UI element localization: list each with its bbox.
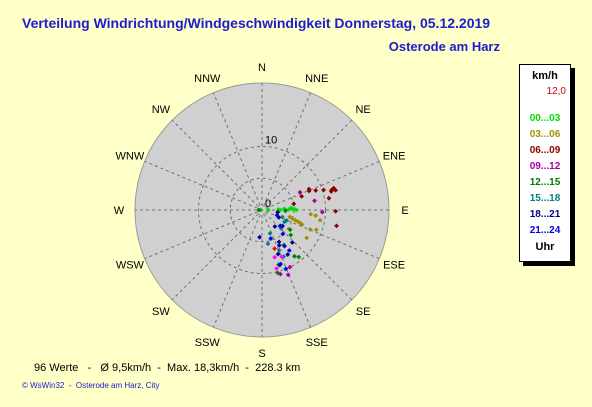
direction-label-ssw: SSW: [195, 337, 221, 349]
legend-unit: km/h: [532, 70, 558, 82]
legend-range-09-12: 09...12: [529, 161, 561, 172]
radial-tick-label: 10: [265, 135, 277, 147]
direction-label-wnw: WNW: [116, 150, 145, 162]
data-point: [282, 243, 287, 249]
legend-range-06-09: 06...09: [529, 145, 561, 156]
grid-ring-1: [198, 146, 326, 274]
data-point: [278, 261, 284, 267]
legend-range-03-06: 03...06: [529, 129, 561, 140]
data-point: [280, 214, 285, 220]
data-point: [284, 218, 289, 223]
direction-label-ene: ENE: [383, 150, 406, 162]
legend-range-21-24: 21...24: [529, 225, 561, 236]
data-point: [287, 214, 293, 220]
data-point: [317, 217, 323, 223]
data-point: [288, 205, 294, 211]
direction-label-se: SE: [356, 306, 371, 318]
data-point: [306, 186, 312, 192]
data-point: [333, 187, 339, 193]
direction-label-n: N: [258, 62, 266, 74]
data-point: [267, 231, 273, 236]
radial-tick-label: 0: [265, 198, 271, 210]
data-point: [276, 215, 282, 220]
data-point: [291, 201, 297, 207]
chart-title: Verteilung Windrichtung/Windgeschwindigk…: [22, 15, 491, 31]
data-point: [257, 234, 263, 240]
data-point: [326, 195, 332, 201]
data-point: [287, 264, 293, 270]
data-point: [276, 247, 282, 253]
legend-time-label: Uhr: [535, 241, 555, 253]
direction-label-wsw: WSW: [116, 260, 145, 272]
data-point: [313, 213, 319, 219]
summary-stats: 96 Werte - Ø 9,5km/h - Max. 18,3km/h - 2…: [34, 362, 301, 374]
data-point: [275, 270, 281, 276]
data-point: [280, 231, 286, 237]
data-point: [285, 252, 291, 257]
data-point: [275, 251, 281, 257]
data-point: [277, 223, 283, 229]
direction-label-sse: SSE: [306, 337, 328, 349]
data-point: [282, 219, 287, 225]
data-point: [276, 207, 281, 212]
data-point: [319, 209, 325, 215]
data-point: [289, 240, 295, 245]
data-point: [296, 254, 302, 260]
direction-label-ne: NE: [355, 104, 370, 116]
data-point: [292, 253, 297, 259]
footer-credit: © WsWin32 - Osterode am Harz, City: [22, 381, 160, 390]
legend-range-12-15: 12...15: [529, 177, 561, 188]
direction-label-nne: NNE: [305, 73, 328, 85]
legend-range-18-21: 18...21: [529, 209, 561, 220]
data-point: [265, 241, 271, 247]
direction-label-sw: SW: [152, 306, 170, 318]
location-label: Osterode am Harz: [388, 39, 500, 54]
data-point: [272, 246, 277, 252]
direction-label-ese: ESE: [383, 260, 405, 272]
data-point: [283, 266, 289, 272]
data-point: [308, 211, 314, 217]
data-point: [272, 254, 278, 260]
data-point: [334, 223, 339, 229]
data-point: [276, 239, 282, 245]
data-point: [256, 207, 262, 213]
data-point: [304, 235, 310, 241]
data-point: [307, 227, 313, 232]
data-point: [321, 187, 326, 193]
legend-max-value: 12,0: [546, 86, 566, 97]
speed-time-legend: km/h 12,0 00...03 03...06 06...09 09...1…: [519, 64, 571, 262]
data-point: [268, 236, 274, 241]
legend-range-15-18: 15...18: [529, 193, 561, 204]
data-point: [313, 227, 319, 233]
data-point: [283, 208, 288, 214]
data-point: [297, 189, 303, 195]
data-point: [272, 224, 278, 229]
data-point: [299, 193, 305, 199]
data-point: [275, 209, 281, 215]
direction-label-nnw: NNW: [194, 73, 221, 85]
data-point: [274, 266, 279, 271]
data-point: [279, 254, 285, 260]
data-point: [299, 222, 305, 227]
data-point: [265, 207, 271, 213]
data-point: [329, 187, 334, 193]
data-point: [333, 208, 339, 214]
data-point: [274, 212, 280, 218]
legend-range-00-03: 00...03: [529, 113, 561, 124]
direction-label-e: E: [401, 205, 408, 217]
data-point: [312, 198, 317, 204]
data-point: [285, 272, 291, 278]
direction-label-s: S: [258, 348, 265, 360]
data-point: [293, 207, 299, 213]
data-point: [288, 232, 294, 238]
data-point: [287, 227, 293, 233]
data-point: [286, 248, 292, 253]
data-point: [278, 207, 283, 213]
direction-label-nw: NW: [152, 104, 171, 116]
data-point: [276, 242, 282, 248]
data-point: [313, 188, 319, 193]
direction-label-w: W: [114, 205, 125, 217]
